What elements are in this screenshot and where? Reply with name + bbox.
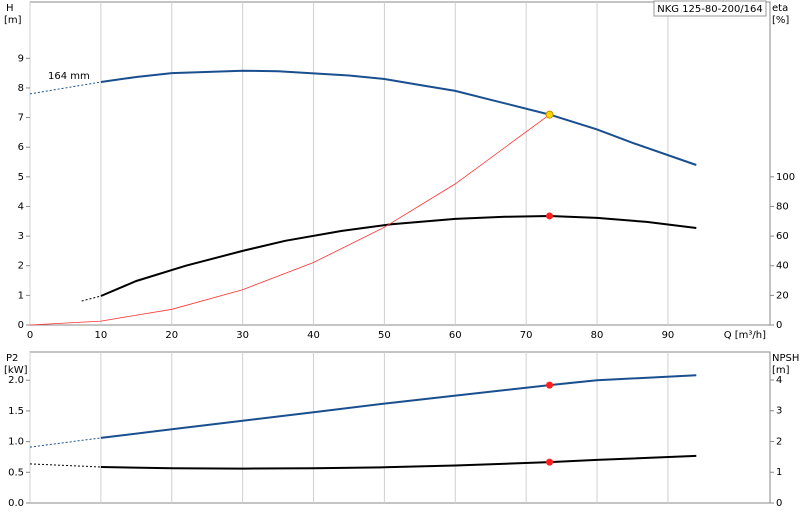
y-tick-label: 0 (18, 320, 24, 331)
curve-extension (81, 295, 102, 302)
x-tick-label: 90 (662, 330, 675, 341)
plot-frame (29, 1, 771, 326)
x-tick-label: 40 (307, 330, 320, 341)
y2-tick-label: 100 (776, 172, 795, 183)
y2-tick-label: 80 (776, 201, 789, 212)
x-tick-label: 80 (591, 330, 604, 341)
curve-extension (29, 463, 101, 468)
y-axis-unit: [m] (4, 15, 22, 26)
y2-axis-unit: [%] (772, 15, 789, 26)
y2-tick-label: 0 (776, 498, 782, 509)
x-tick-label: 50 (378, 330, 391, 341)
curve (29, 114, 550, 326)
x-tick-label: 60 (449, 330, 462, 341)
title-box (653, 0, 767, 17)
y-tick-label: 6 (18, 142, 24, 153)
operating-point (546, 458, 554, 466)
y-tick-label: 2.0 (8, 375, 24, 386)
y-tick-label: 3 (18, 231, 24, 242)
curve-annotation: 164 mm (48, 71, 90, 82)
y-tick-label: 1.5 (8, 406, 24, 417)
x-tick-label: 10 (95, 330, 108, 341)
y-tick-label: 2 (18, 261, 24, 272)
y2-tick-label: 3 (776, 406, 782, 417)
y2-tick-label: 0 (776, 320, 782, 331)
y-tick-label: 8 (18, 83, 24, 94)
x-tick-label: 0 (27, 330, 33, 341)
y2-tick-label: 1 (776, 467, 782, 478)
y-tick-label: 9 (18, 53, 24, 64)
y-tick-label: 0.5 (8, 467, 24, 478)
curve (100, 374, 697, 439)
chart-title: NKG 125-80-200/164 (657, 4, 763, 15)
y2-axis-label: NPSH (772, 353, 799, 364)
y2-tick-label: 2 (776, 436, 782, 447)
y-axis-unit: [kW] (4, 365, 28, 376)
operating-point (545, 110, 554, 119)
y-tick-label: 1 (18, 290, 24, 301)
y-tick-label: 0.0 (8, 498, 24, 509)
curve-extension (29, 81, 101, 95)
x-axis-label: Q [m³/h] (724, 330, 766, 341)
x-tick-label: 20 (165, 330, 178, 341)
operating-point (546, 381, 554, 389)
y2-axis-unit: [m] (772, 365, 790, 376)
curve (100, 454, 697, 470)
y2-tick-label: 4 (776, 375, 782, 386)
x-tick-label: 70 (520, 330, 533, 341)
y2-tick-label: 20 (776, 290, 789, 301)
plot-frame (29, 351, 771, 504)
y-axis-label: P2 (6, 353, 18, 364)
y-tick-label: 4 (18, 201, 24, 212)
y-tick-label: 7 (18, 113, 24, 124)
y2-tick-label: 60 (776, 231, 789, 242)
y-tick-label: 1.0 (8, 437, 24, 448)
x-tick-label: 30 (236, 330, 249, 341)
curve-extension (29, 437, 101, 448)
y2-tick-label: 40 (776, 261, 789, 272)
operating-point (546, 212, 554, 220)
y2-axis-label: eta (772, 3, 788, 14)
y-tick-label: 5 (18, 172, 24, 183)
y-axis-label: H (6, 3, 14, 14)
curve (100, 69, 697, 166)
curve (100, 214, 697, 297)
